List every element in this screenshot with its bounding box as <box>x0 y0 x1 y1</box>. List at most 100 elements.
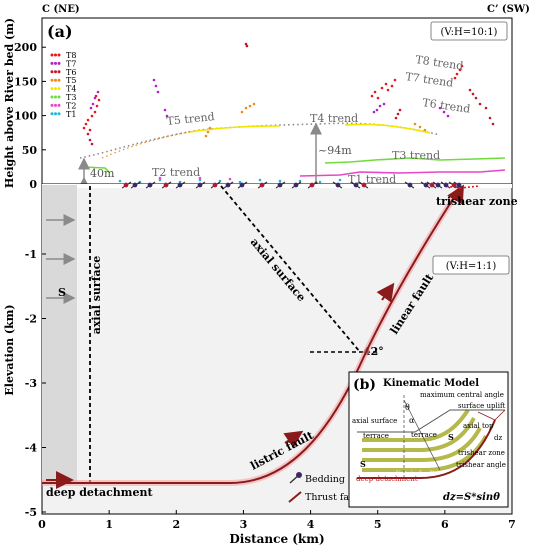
bottom-y-tick-label: -2 <box>25 313 37 326</box>
t6-point <box>484 106 488 110</box>
t5-point <box>240 110 244 114</box>
legend-label-t2: T2 <box>66 101 76 110</box>
legend-label-t7: T7 <box>66 59 76 68</box>
t6-point <box>468 88 472 92</box>
top-panel-frame <box>41 17 513 185</box>
legend-swatch-t1 <box>54 112 57 116</box>
t6-point <box>478 102 482 106</box>
inset-axial-top-label: axial top <box>463 422 494 430</box>
legend-swatch-t5 <box>50 78 54 82</box>
legend-label-t8: T8 <box>66 51 76 60</box>
legend-swatch-t4 <box>50 87 54 91</box>
t1-point <box>218 179 222 183</box>
inset-theta-label: θ <box>405 403 410 412</box>
t6-point <box>86 132 90 136</box>
t6-point <box>394 116 398 120</box>
corner-label-left: C (NE) <box>42 4 80 15</box>
legend-swatch-t3 <box>54 95 57 99</box>
x-axis-label: Distance (km) <box>229 532 324 546</box>
inset-dz-label: dz <box>494 434 502 442</box>
legend-swatch-t4 <box>57 87 61 91</box>
bedding-attitude-dot <box>407 182 413 188</box>
t8-point <box>380 86 384 90</box>
scale-label-top: (V:H=10:1) <box>441 27 498 38</box>
bedding-attitude-dot <box>123 182 129 188</box>
t4-profile <box>189 123 431 134</box>
t1-point <box>318 180 322 184</box>
t6-point <box>245 44 249 48</box>
fault-arrow-top <box>447 184 465 205</box>
inset-title: Kinematic Model <box>383 378 479 389</box>
t6-point <box>471 92 475 96</box>
diagonal-axial-surface <box>220 185 361 353</box>
fault-arrow-listric <box>283 430 304 449</box>
legend-swatch-t7 <box>54 61 57 65</box>
inset-deep-detachment-label: deep detachment <box>356 475 418 483</box>
x-tick-label: 5 <box>374 518 382 531</box>
legend-swatch-t6 <box>57 70 61 74</box>
trishear-zone-label: trishear zone <box>436 195 518 208</box>
bedding-attitude-dot <box>147 182 153 188</box>
t7-point <box>375 108 379 112</box>
inset-s-label-left: S <box>360 459 366 469</box>
top-y-tick-label: 200 <box>14 41 37 54</box>
inset-axial-line-2 <box>403 399 441 471</box>
inset-s-label: S <box>448 432 454 442</box>
t1-point <box>178 180 182 184</box>
t7-point <box>93 96 97 100</box>
t8-point <box>384 82 388 86</box>
bottom-panel-inner <box>42 184 512 188</box>
legend-swatch-t8 <box>54 53 57 57</box>
t7-point <box>165 114 169 118</box>
legend-swatch-t6 <box>54 70 57 74</box>
t1-point <box>198 178 202 182</box>
bedding-attitude-dot <box>132 182 138 188</box>
bottom-y-axis: -1 -2 -3 -4 -5 <box>25 248 46 519</box>
t6-point <box>488 116 492 120</box>
bedding-attitude-dot <box>212 182 218 188</box>
inset-trishear-angle-label: trishear angle <box>456 461 506 469</box>
t8-point <box>370 94 374 98</box>
t6-point <box>396 112 400 116</box>
t5-point <box>206 130 210 134</box>
inset-fault <box>357 419 496 479</box>
legend-swatch-t3 <box>50 95 54 99</box>
bedding-attitude-dot <box>293 182 299 188</box>
t8-point <box>93 110 97 114</box>
t8-point <box>84 122 88 126</box>
bottom-y-tick-label: -4 <box>25 442 38 455</box>
bedding-legend-label: Bedding attitude <box>305 474 386 485</box>
inset-surface <box>357 409 505 433</box>
top-y-tick-label: 50 <box>22 144 38 157</box>
inset-trishear-wedge <box>477 409 506 421</box>
t5-point <box>423 128 427 132</box>
inset-axial-surface-label: axial surface <box>352 417 397 425</box>
left-shaded-strip <box>42 185 77 483</box>
x-tick-label: 0 <box>38 518 46 531</box>
legend-swatch-t3 <box>57 95 61 99</box>
legend-swatch-t2 <box>57 103 61 107</box>
t7-point <box>96 90 100 94</box>
t2-point <box>198 176 202 180</box>
t8-point <box>95 104 99 108</box>
t7-point <box>152 78 156 82</box>
panel-a-label: (a) <box>47 22 73 41</box>
terrace-points <box>82 42 495 184</box>
bedding-attitude-dot <box>435 182 441 188</box>
legend-swatch-t8 <box>50 53 54 57</box>
t8-point <box>386 88 390 92</box>
thrust-legend-label: Thrust fault <box>305 492 362 503</box>
x-tick-label: 3 <box>240 518 248 531</box>
x-tick-label: 7 <box>508 518 516 531</box>
t5-point <box>244 106 248 110</box>
scale-box-bottom <box>432 255 510 275</box>
t1-point <box>278 179 282 183</box>
legend-swatch-t6 <box>50 70 54 74</box>
forty-m-label: 40m <box>90 167 115 180</box>
legend-swatch-t2 <box>54 103 57 107</box>
legend-swatch-t4 <box>54 87 57 91</box>
t7-point <box>163 108 167 112</box>
fault-arrow-linear <box>376 282 395 303</box>
bedding-attitudes <box>121 181 464 189</box>
bedding-attitude-dot <box>177 182 183 188</box>
